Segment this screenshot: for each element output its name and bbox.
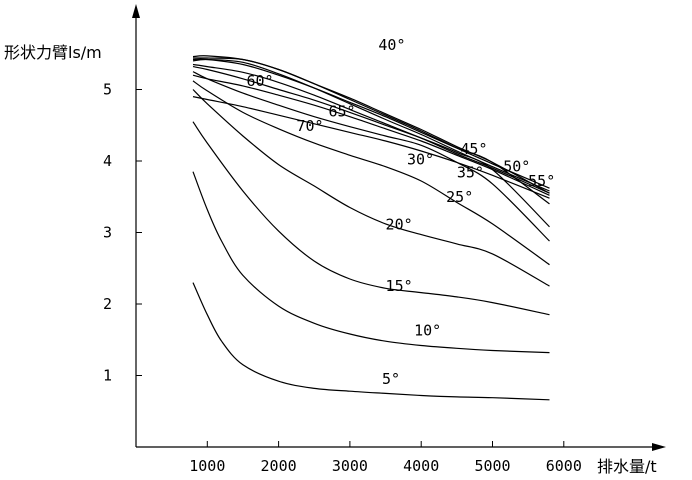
series-angle-label: 35° <box>457 163 484 181</box>
x-axis-title: 排水量/t <box>597 457 657 476</box>
series-angle-label: 45° <box>460 140 487 158</box>
ticks: 1000 2000 3000 4000 5000 6000 1 2 3 4 5 <box>103 81 582 476</box>
x-tick-label: 3000 <box>332 457 368 475</box>
series-angle-label: 20° <box>386 216 413 234</box>
y-axis-arrow <box>132 4 140 18</box>
series-line <box>192 57 550 189</box>
y-tick-label: 5 <box>103 81 112 99</box>
series-line <box>192 89 550 287</box>
y-tick-label: 4 <box>103 152 112 170</box>
curves <box>192 55 550 401</box>
series-angle-label: 40° <box>378 36 405 54</box>
y-axis-title: 形状力臂ls/m <box>4 43 102 62</box>
series-line <box>192 71 550 242</box>
series-line <box>192 96 550 199</box>
series-angle-label: 55° <box>528 172 555 190</box>
series-angle-label: 5° <box>382 370 400 388</box>
series-angle-label: 10° <box>414 321 441 339</box>
series-angle-label: 15° <box>386 277 413 295</box>
x-tick-label: 2000 <box>261 457 297 475</box>
axes <box>132 4 666 451</box>
y-tick-label: 1 <box>103 367 112 385</box>
series-line <box>192 63 550 194</box>
series-line <box>192 58 550 192</box>
series-angle-label: 30° <box>407 151 434 169</box>
series-line <box>192 121 550 316</box>
series-angle-label: 60° <box>247 72 274 90</box>
x-axis-arrow <box>652 443 666 451</box>
series-line <box>192 74 550 196</box>
series-line <box>192 80 550 266</box>
x-tick-label: 1000 <box>189 457 225 475</box>
x-tick-label: 5000 <box>474 457 510 475</box>
series-labels: 5° 10° 15° 20° 25° 30° 35° 40° 45° 50°55° 60° 65° 70… <box>247 36 556 388</box>
x-tick-label: 4000 <box>403 457 439 475</box>
y-tick-label: 3 <box>103 224 112 242</box>
series-line <box>192 171 550 354</box>
series-angle-label: 25° <box>446 188 473 206</box>
series-angle-label: 65° <box>329 103 356 121</box>
y-tick-label: 2 <box>103 295 112 313</box>
series-line <box>192 282 550 401</box>
x-tick-label: 6000 <box>546 457 582 475</box>
series-angle-label: 50° <box>503 158 530 176</box>
series-line <box>192 66 550 228</box>
series-angle-label: 70° <box>296 117 323 135</box>
